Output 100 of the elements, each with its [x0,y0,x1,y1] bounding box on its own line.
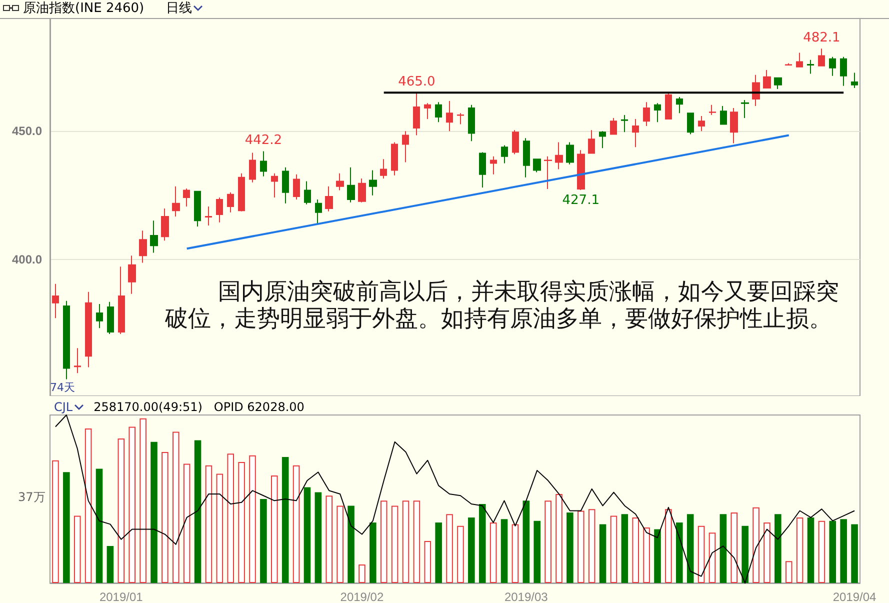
bar [708,532,716,583]
candlestick [588,130,595,154]
candlestick [194,190,201,228]
candlestick [665,92,672,120]
candlestick [249,152,256,183]
bar [194,440,202,583]
bar [304,487,311,583]
candlestick [183,188,190,207]
bar [807,517,814,583]
bar [292,465,300,583]
candlestick [304,180,311,205]
bar [840,519,847,583]
bar [752,507,760,583]
candlestick [523,138,530,178]
bar [730,512,738,583]
bar [424,541,432,583]
candlestick [380,158,387,179]
text: 37万 [18,489,46,506]
x-tick-label: 2019/03 [504,590,548,603]
bar [654,529,661,583]
bar [348,506,354,583]
chart-subtitle: 日线 [166,1,192,16]
candlestick [227,192,234,213]
bar [742,526,748,583]
candlestick [358,178,366,203]
bar [796,517,804,583]
bar [106,546,114,583]
candlestick [85,291,92,368]
candlestick [851,72,858,88]
bar [610,516,618,583]
x-tick-label: 2019/01 [99,590,144,603]
bar [216,474,224,583]
bar [52,460,59,583]
text: 482.1 [803,30,840,46]
candlestick [829,56,836,76]
bar [764,522,770,583]
candlestick [260,150,267,177]
bar [183,464,190,583]
candlestick [271,172,278,198]
candlestick [610,118,617,135]
bar [818,520,826,583]
candlestick [336,172,344,191]
candlestick [161,208,169,242]
candlestick [150,220,158,254]
bar [380,500,388,583]
bar [282,457,289,583]
text: 465.0 [398,74,436,90]
candlestick [205,206,212,226]
candlestick [315,199,322,225]
candlestick [577,150,585,191]
bar [632,517,639,583]
bar [785,561,792,583]
y-tick-label: 400.0 [12,252,42,267]
candlestick [63,300,70,380]
bar [435,522,442,583]
annotation: 74天 [50,380,75,395]
bar [686,514,694,583]
candlestick [391,142,398,176]
bar [621,514,628,583]
bar [577,510,584,583]
y-tick-label: 450.0 [12,124,42,138]
bar [566,512,574,583]
bar [172,432,180,583]
candlestick [139,230,147,264]
bar [205,465,212,583]
bar [96,468,103,583]
bar [851,524,858,583]
bar [478,504,486,583]
bar [249,455,256,583]
text: 427.1 [562,193,600,208]
candlestick [96,303,103,329]
candlestick [238,172,245,212]
chart-subtitle: 258170.00(49:51) OPID 62028.00 [94,400,304,414]
candlestick [818,48,825,66]
annotation: 国内原油突破前高以后，并未取得实质涨幅，如今又要回踩突破位，走势明显弱于外盘。如持有原油多单，要做好保护性止损。 [165,279,840,333]
candlestick [293,174,300,200]
candlestick [621,114,628,133]
bar [829,520,836,583]
chart-title: CJL [54,400,73,414]
bar [84,428,92,583]
candlestick [599,130,606,149]
candlestick [369,170,377,196]
candlestick [807,59,814,74]
bar [544,500,552,583]
candlestick [172,186,180,218]
candlestick [347,166,355,203]
candlestick [785,62,792,66]
x-tick-label: 2019/02 [340,590,384,603]
bar [512,524,519,583]
text: 442.2 [244,133,282,148]
bar [490,522,497,583]
bar [74,516,81,583]
candlestick [533,158,541,173]
candlestick [413,92,420,136]
bar [150,442,158,583]
candlestick [479,152,486,188]
bar [271,475,278,583]
candlestick [566,142,574,165]
bar [500,519,508,583]
candlestick [52,283,59,319]
